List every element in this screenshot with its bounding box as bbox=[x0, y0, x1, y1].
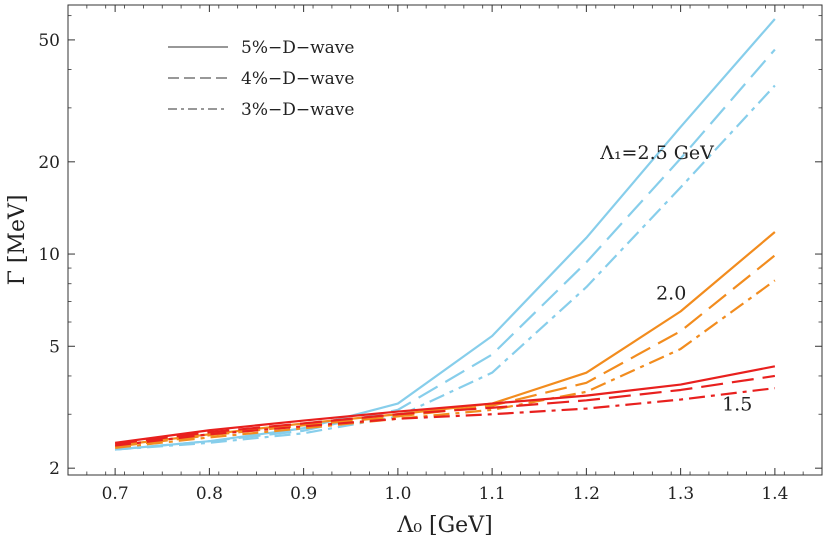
x-tick-label: 1.0 bbox=[384, 484, 411, 504]
plot-border bbox=[67, 4, 823, 476]
y-tick-label: 2 bbox=[49, 459, 60, 479]
series-line-6 bbox=[114, 365, 776, 444]
curve-annotation: Λ₁=2.5 GeV bbox=[599, 142, 714, 164]
x-tick-label: 1.3 bbox=[667, 484, 694, 504]
legend: 5%−D−wave 4%−D−wave 3%−D−wave bbox=[168, 38, 354, 120]
series-line-5 bbox=[114, 279, 776, 449]
x-tick-label: 0.7 bbox=[102, 484, 129, 504]
x-tick-label: 1.2 bbox=[573, 484, 600, 504]
series-line-7 bbox=[114, 374, 776, 446]
series-line-2 bbox=[115, 84, 776, 451]
curve-annotation: 1.5 bbox=[722, 394, 752, 416]
series-layer bbox=[114, 18, 776, 451]
y-tick-label: 5 bbox=[49, 337, 60, 357]
y-axis-label: Γ [MeV] bbox=[5, 195, 30, 286]
annotations: Λ₁=2.5 GeV 2.0 1.5 bbox=[599, 142, 752, 415]
x-tick-label: 1.1 bbox=[479, 484, 506, 504]
y-tick-label: 20 bbox=[38, 153, 60, 173]
y-tick-label: 10 bbox=[38, 245, 60, 265]
x-axis-label: Λ₀ [GeV] bbox=[396, 513, 492, 538]
curve-annotation: 2.0 bbox=[656, 282, 686, 304]
x-tick-label: 0.9 bbox=[290, 484, 317, 504]
x-tick-label: 1.4 bbox=[761, 484, 788, 504]
legend-label: 4%−D−wave bbox=[241, 69, 354, 89]
y-tick-label: 50 bbox=[38, 31, 60, 51]
legend-label: 5%−D−wave bbox=[241, 38, 354, 58]
series-line-1 bbox=[115, 48, 776, 451]
x-tick-label: 0.8 bbox=[196, 484, 223, 504]
series-line-8 bbox=[114, 387, 776, 447]
axis-layer: 0.7 0.8 0.9 1.0 1.1 1.2 1.3 1.4 2 5 10 20 50 bbox=[38, 5, 823, 504]
plot-frame bbox=[67, 4, 823, 476]
legend-label: 3%−D−wave bbox=[241, 100, 354, 120]
